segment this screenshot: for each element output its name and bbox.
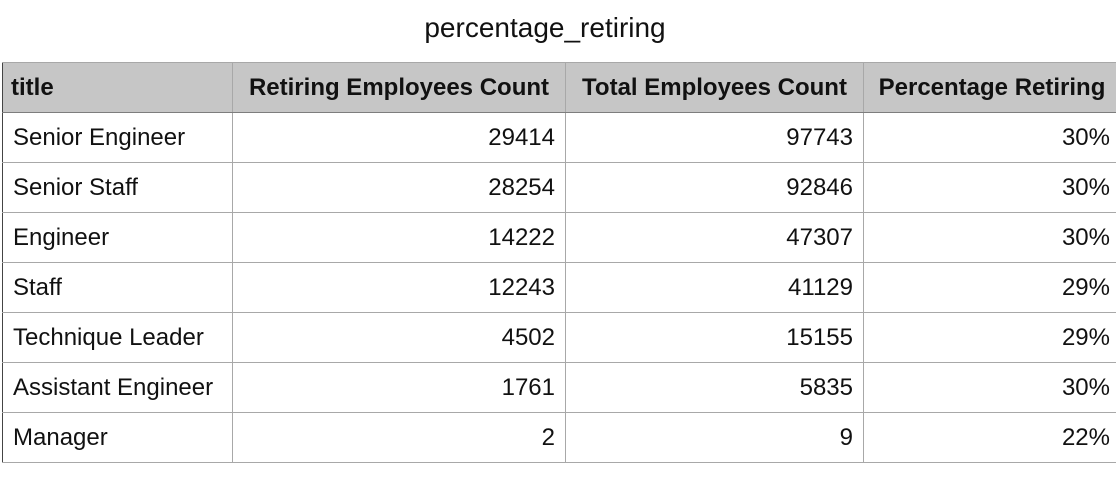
cell-total-count[interactable]: 15155 bbox=[565, 312, 864, 363]
cell-total-count[interactable]: 5835 bbox=[565, 362, 864, 413]
cell-retiring-count[interactable]: 28254 bbox=[232, 162, 566, 213]
cell-retiring-count[interactable]: 29414 bbox=[232, 112, 566, 163]
header-row: title Retiring Employees Count Total Emp… bbox=[2, 62, 1116, 113]
table-row: Staff 12243 41129 29% bbox=[2, 262, 1116, 313]
cell-total-count[interactable]: 47307 bbox=[565, 212, 864, 263]
column-header-retiring-count[interactable]: Retiring Employees Count bbox=[232, 62, 566, 113]
cell-percentage[interactable]: 30% bbox=[863, 112, 1116, 163]
data-table: title Retiring Employees Count Total Emp… bbox=[2, 62, 1116, 463]
cell-title[interactable]: Senior Staff bbox=[2, 162, 233, 213]
cell-title[interactable]: Senior Engineer bbox=[2, 112, 233, 163]
cell-total-count[interactable]: 9 bbox=[565, 412, 864, 463]
table-row: Engineer 14222 47307 30% bbox=[2, 212, 1116, 263]
cell-retiring-count[interactable]: 2 bbox=[232, 412, 566, 463]
cell-title[interactable]: Manager bbox=[2, 412, 233, 463]
cell-total-count[interactable]: 92846 bbox=[565, 162, 864, 213]
cell-retiring-count[interactable]: 14222 bbox=[232, 212, 566, 263]
cell-percentage[interactable]: 30% bbox=[863, 362, 1116, 413]
table-row: Assistant Engineer 1761 5835 30% bbox=[2, 362, 1116, 413]
sheet-title: percentage_retiring bbox=[424, 12, 666, 43]
cell-percentage[interactable]: 30% bbox=[863, 162, 1116, 213]
cell-percentage[interactable]: 30% bbox=[863, 212, 1116, 263]
table-row: Technique Leader 4502 15155 29% bbox=[2, 312, 1116, 363]
cell-total-count[interactable]: 41129 bbox=[565, 262, 864, 313]
column-header-percentage[interactable]: Percentage Retiring bbox=[863, 62, 1116, 113]
cell-title[interactable]: Technique Leader bbox=[2, 312, 233, 363]
cell-title[interactable]: Staff bbox=[2, 262, 233, 313]
cell-retiring-count[interactable]: 12243 bbox=[232, 262, 566, 313]
cell-percentage[interactable]: 29% bbox=[863, 262, 1116, 313]
table-row: Senior Engineer 29414 97743 30% bbox=[2, 112, 1116, 163]
cell-total-count[interactable]: 97743 bbox=[565, 112, 864, 163]
table-row: Manager 2 9 22% bbox=[2, 412, 1116, 463]
cell-retiring-count[interactable]: 1761 bbox=[232, 362, 566, 413]
cell-percentage[interactable]: 22% bbox=[863, 412, 1116, 463]
table-row: Senior Staff 28254 92846 30% bbox=[2, 162, 1116, 213]
column-header-total-count[interactable]: Total Employees Count bbox=[565, 62, 864, 113]
column-header-title[interactable]: title bbox=[2, 62, 233, 113]
cell-title[interactable]: Engineer bbox=[2, 212, 233, 263]
cell-percentage[interactable]: 29% bbox=[863, 312, 1116, 363]
cell-title[interactable]: Assistant Engineer bbox=[2, 362, 233, 413]
cell-retiring-count[interactable]: 4502 bbox=[232, 312, 566, 363]
